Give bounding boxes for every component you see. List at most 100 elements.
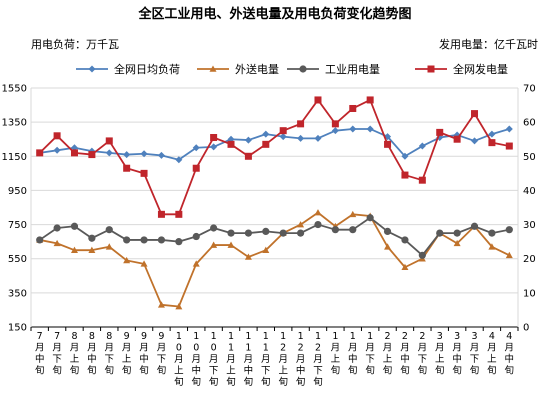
data-point [244,152,252,160]
data-point [279,133,287,141]
data-point [279,127,287,135]
category-label: 4 月上旬 [487,331,497,377]
left-tick-label: 150 [8,323,27,334]
data-point [314,209,322,216]
right-tick-label: 50 [523,152,536,163]
data-point [210,224,218,232]
data-point [297,134,305,142]
data-point [175,210,183,218]
data-point [401,152,409,160]
category-label: 9 月下旬 [157,331,167,377]
right-tick-label: 70 [523,84,536,95]
category-label: 3 月上旬 [435,331,445,377]
series-layer [36,96,513,310]
data-point [314,134,322,142]
category-label: 3 月下旬 [470,331,480,377]
left-tick-label: 550 [8,254,27,265]
data-point [140,150,148,158]
data-point [88,246,96,253]
series-line [39,211,510,308]
right-tick-label: 20 [523,254,536,265]
data-point [383,227,392,235]
data-point [70,246,78,253]
data-point [209,65,217,72]
data-point [192,144,200,152]
data-point [299,65,307,73]
data-point [175,303,183,310]
category-label: 1 2 月上旬 [278,331,288,388]
category-label: 7 月中旬 [35,331,45,377]
data-point [314,96,322,104]
data-point [331,226,339,234]
data-point [157,301,165,308]
data-point [505,142,513,150]
data-point [427,65,435,73]
data-point [453,229,461,237]
category-label: 1 1 月上旬 [226,331,236,388]
legend-label: 外送电量 [235,62,279,76]
left-tick-label: 350 [8,288,27,299]
data-point [227,241,235,248]
data-point [210,134,218,142]
data-point [88,65,96,73]
category-label: 8 月下旬 [105,331,115,377]
right-tick-label: 30 [523,220,536,231]
data-point [297,120,305,128]
data-point [471,137,479,145]
data-point [88,234,96,242]
data-point [244,229,253,237]
left-tick-label: 1550 [2,84,27,95]
left-axis-unit: 用电负荷：万千瓦 [31,37,119,51]
data-point [140,236,148,244]
legend-item: 外送电量 [197,62,279,76]
legend-item: 工业用电量 [287,63,380,76]
data-point [244,253,252,260]
right-tick-label: 60 [523,118,536,129]
data-point [262,246,270,253]
legend-label: 全网发电量 [453,62,508,76]
data-point [314,220,322,229]
data-point [157,151,165,159]
data-point [418,176,426,184]
data-point [210,241,218,248]
category-label: 4 月中旬 [505,331,515,377]
category-label: 1 0 月中旬 [191,331,201,388]
category-label: 3 月中旬 [452,331,462,377]
data-point [210,143,218,151]
category-label: 8 月上旬 [70,331,80,377]
legend: 全网日均负荷 外送电量 工业用电量 全网发电量 [76,62,508,76]
category-label: 7 月下旬 [52,331,62,377]
data-point [453,239,461,247]
data-point [488,139,496,147]
data-point [192,260,200,267]
data-point [384,243,392,250]
data-point [453,135,461,143]
data-point [105,226,113,234]
data-point [227,140,235,148]
data-point [349,104,357,112]
data-point [349,226,357,234]
data-point [36,149,44,157]
series-2 [36,209,513,310]
data-point [227,229,235,237]
data-point [105,149,113,157]
right-axis-unit: 发用电量：亿千瓦时 [439,37,538,51]
category-label: 1 2 月下旬 [313,331,323,388]
legend-label: 工业用电量 [325,63,380,76]
data-point [175,156,183,164]
data-point [401,236,409,244]
category-label: 9 月上旬 [122,331,132,377]
data-point [105,243,113,250]
data-point [53,146,61,154]
legend-item: 全网日均负荷 [76,62,180,76]
category-label: 1 月下旬 [365,331,375,377]
data-point [505,125,513,133]
series-3 [36,214,513,259]
series-line [39,99,510,216]
data-point [436,128,444,136]
data-point [470,222,479,230]
data-point [384,140,392,148]
chart-title: 全区工业用电、外送电量及用电负荷变化趋势图 [137,6,411,22]
data-point [70,222,79,230]
